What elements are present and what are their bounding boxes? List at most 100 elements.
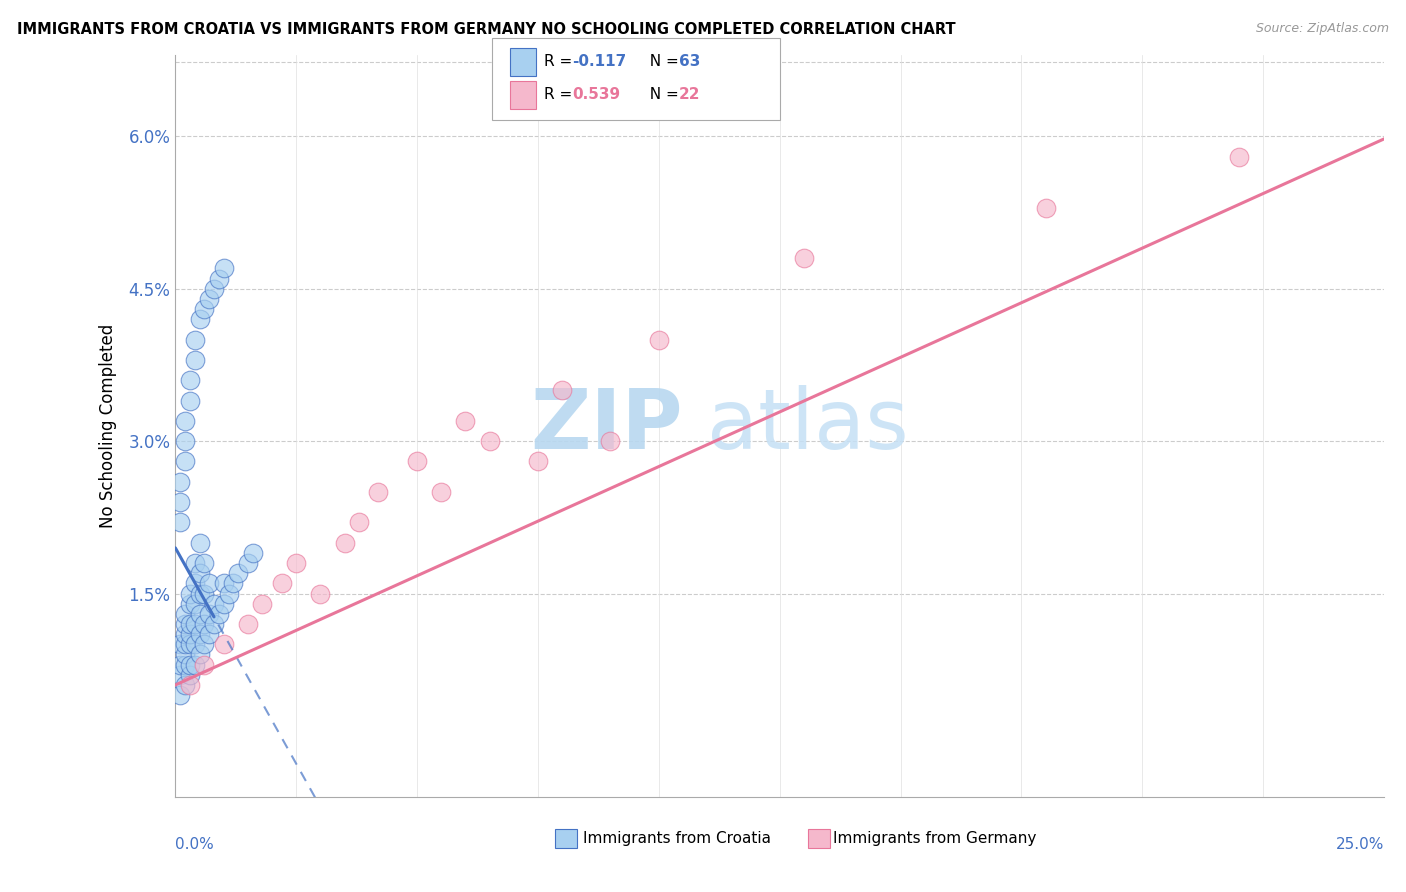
Point [309, 586, 332, 600]
Point [174, 434, 197, 449]
Point [202, 597, 225, 611]
Point [179, 393, 201, 408]
Point [174, 637, 197, 651]
Point [174, 454, 197, 468]
Point [367, 485, 389, 500]
Point [648, 333, 671, 347]
Point [169, 516, 191, 530]
Text: 63: 63 [679, 54, 700, 70]
Point [188, 312, 211, 326]
Point [236, 617, 259, 632]
Point [527, 454, 550, 468]
Point [188, 586, 211, 600]
Point [208, 271, 231, 285]
Point [193, 617, 215, 632]
Text: IMMIGRANTS FROM CROATIA VS IMMIGRANTS FROM GERMANY NO SCHOOLING COMPLETED CORREL: IMMIGRANTS FROM CROATIA VS IMMIGRANTS FR… [17, 22, 956, 37]
Point [202, 617, 225, 632]
Point [174, 617, 197, 632]
Point [188, 535, 211, 549]
Point [208, 607, 231, 621]
Point [188, 627, 211, 641]
Point [179, 373, 201, 387]
Point [183, 556, 205, 570]
Point [188, 566, 211, 581]
Point [183, 637, 205, 651]
Point [179, 627, 201, 641]
Point [551, 384, 574, 398]
Point [179, 597, 201, 611]
Point [193, 556, 215, 570]
Point [212, 637, 235, 651]
Point [202, 282, 225, 296]
Text: Immigrants from Croatia: Immigrants from Croatia [583, 831, 770, 847]
Point [183, 333, 205, 347]
Point [478, 434, 501, 449]
Point [198, 607, 221, 621]
Point [454, 414, 477, 428]
Point [179, 586, 201, 600]
Point [252, 597, 274, 611]
Point [169, 475, 191, 489]
Point [174, 678, 197, 692]
Point [183, 576, 205, 591]
Point [333, 535, 356, 549]
Point [169, 668, 191, 682]
Point [169, 637, 191, 651]
Y-axis label: No Schooling Completed: No Schooling Completed [100, 324, 117, 528]
Point [1035, 201, 1057, 215]
Point [212, 261, 235, 276]
Point [174, 648, 197, 662]
Point [183, 352, 205, 367]
Point [179, 637, 201, 651]
Text: ZIP: ZIP [530, 385, 683, 467]
Point [430, 485, 453, 500]
Point [193, 637, 215, 651]
Text: -0.117: -0.117 [572, 54, 627, 70]
Point [198, 576, 221, 591]
Point [179, 617, 201, 632]
Point [169, 495, 191, 509]
Text: N =: N = [640, 87, 683, 103]
Point [793, 252, 815, 266]
Point [169, 688, 191, 702]
Text: 22: 22 [679, 87, 700, 103]
Point [236, 556, 259, 570]
Point [285, 556, 308, 570]
Point [193, 586, 215, 600]
Point [174, 607, 197, 621]
Point [212, 597, 235, 611]
Point [198, 292, 221, 306]
Point [174, 414, 197, 428]
Text: atlas: atlas [707, 385, 908, 467]
Text: N =: N = [640, 54, 683, 70]
Point [179, 678, 201, 692]
Point [183, 597, 205, 611]
Point [226, 566, 249, 581]
Point [179, 657, 201, 672]
Point [406, 454, 429, 468]
Point [174, 627, 197, 641]
Point [347, 516, 370, 530]
Point [183, 657, 205, 672]
Point [242, 546, 264, 560]
Point [174, 657, 197, 672]
Point [188, 607, 211, 621]
Text: R =: R = [544, 87, 578, 103]
Point [222, 576, 245, 591]
Text: 25.0%: 25.0% [1336, 837, 1384, 852]
Text: 0.539: 0.539 [572, 87, 620, 103]
Text: Source: ZipAtlas.com: Source: ZipAtlas.com [1256, 22, 1389, 36]
Point [212, 576, 235, 591]
Text: 0.0%: 0.0% [176, 837, 214, 852]
Point [193, 302, 215, 317]
Point [183, 617, 205, 632]
Point [179, 668, 201, 682]
Point [193, 657, 215, 672]
Point [270, 576, 292, 591]
Point [188, 648, 211, 662]
Text: R =: R = [544, 54, 578, 70]
Point [218, 586, 240, 600]
Point [1227, 150, 1250, 164]
Text: Immigrants from Germany: Immigrants from Germany [834, 831, 1036, 847]
Point [599, 434, 621, 449]
